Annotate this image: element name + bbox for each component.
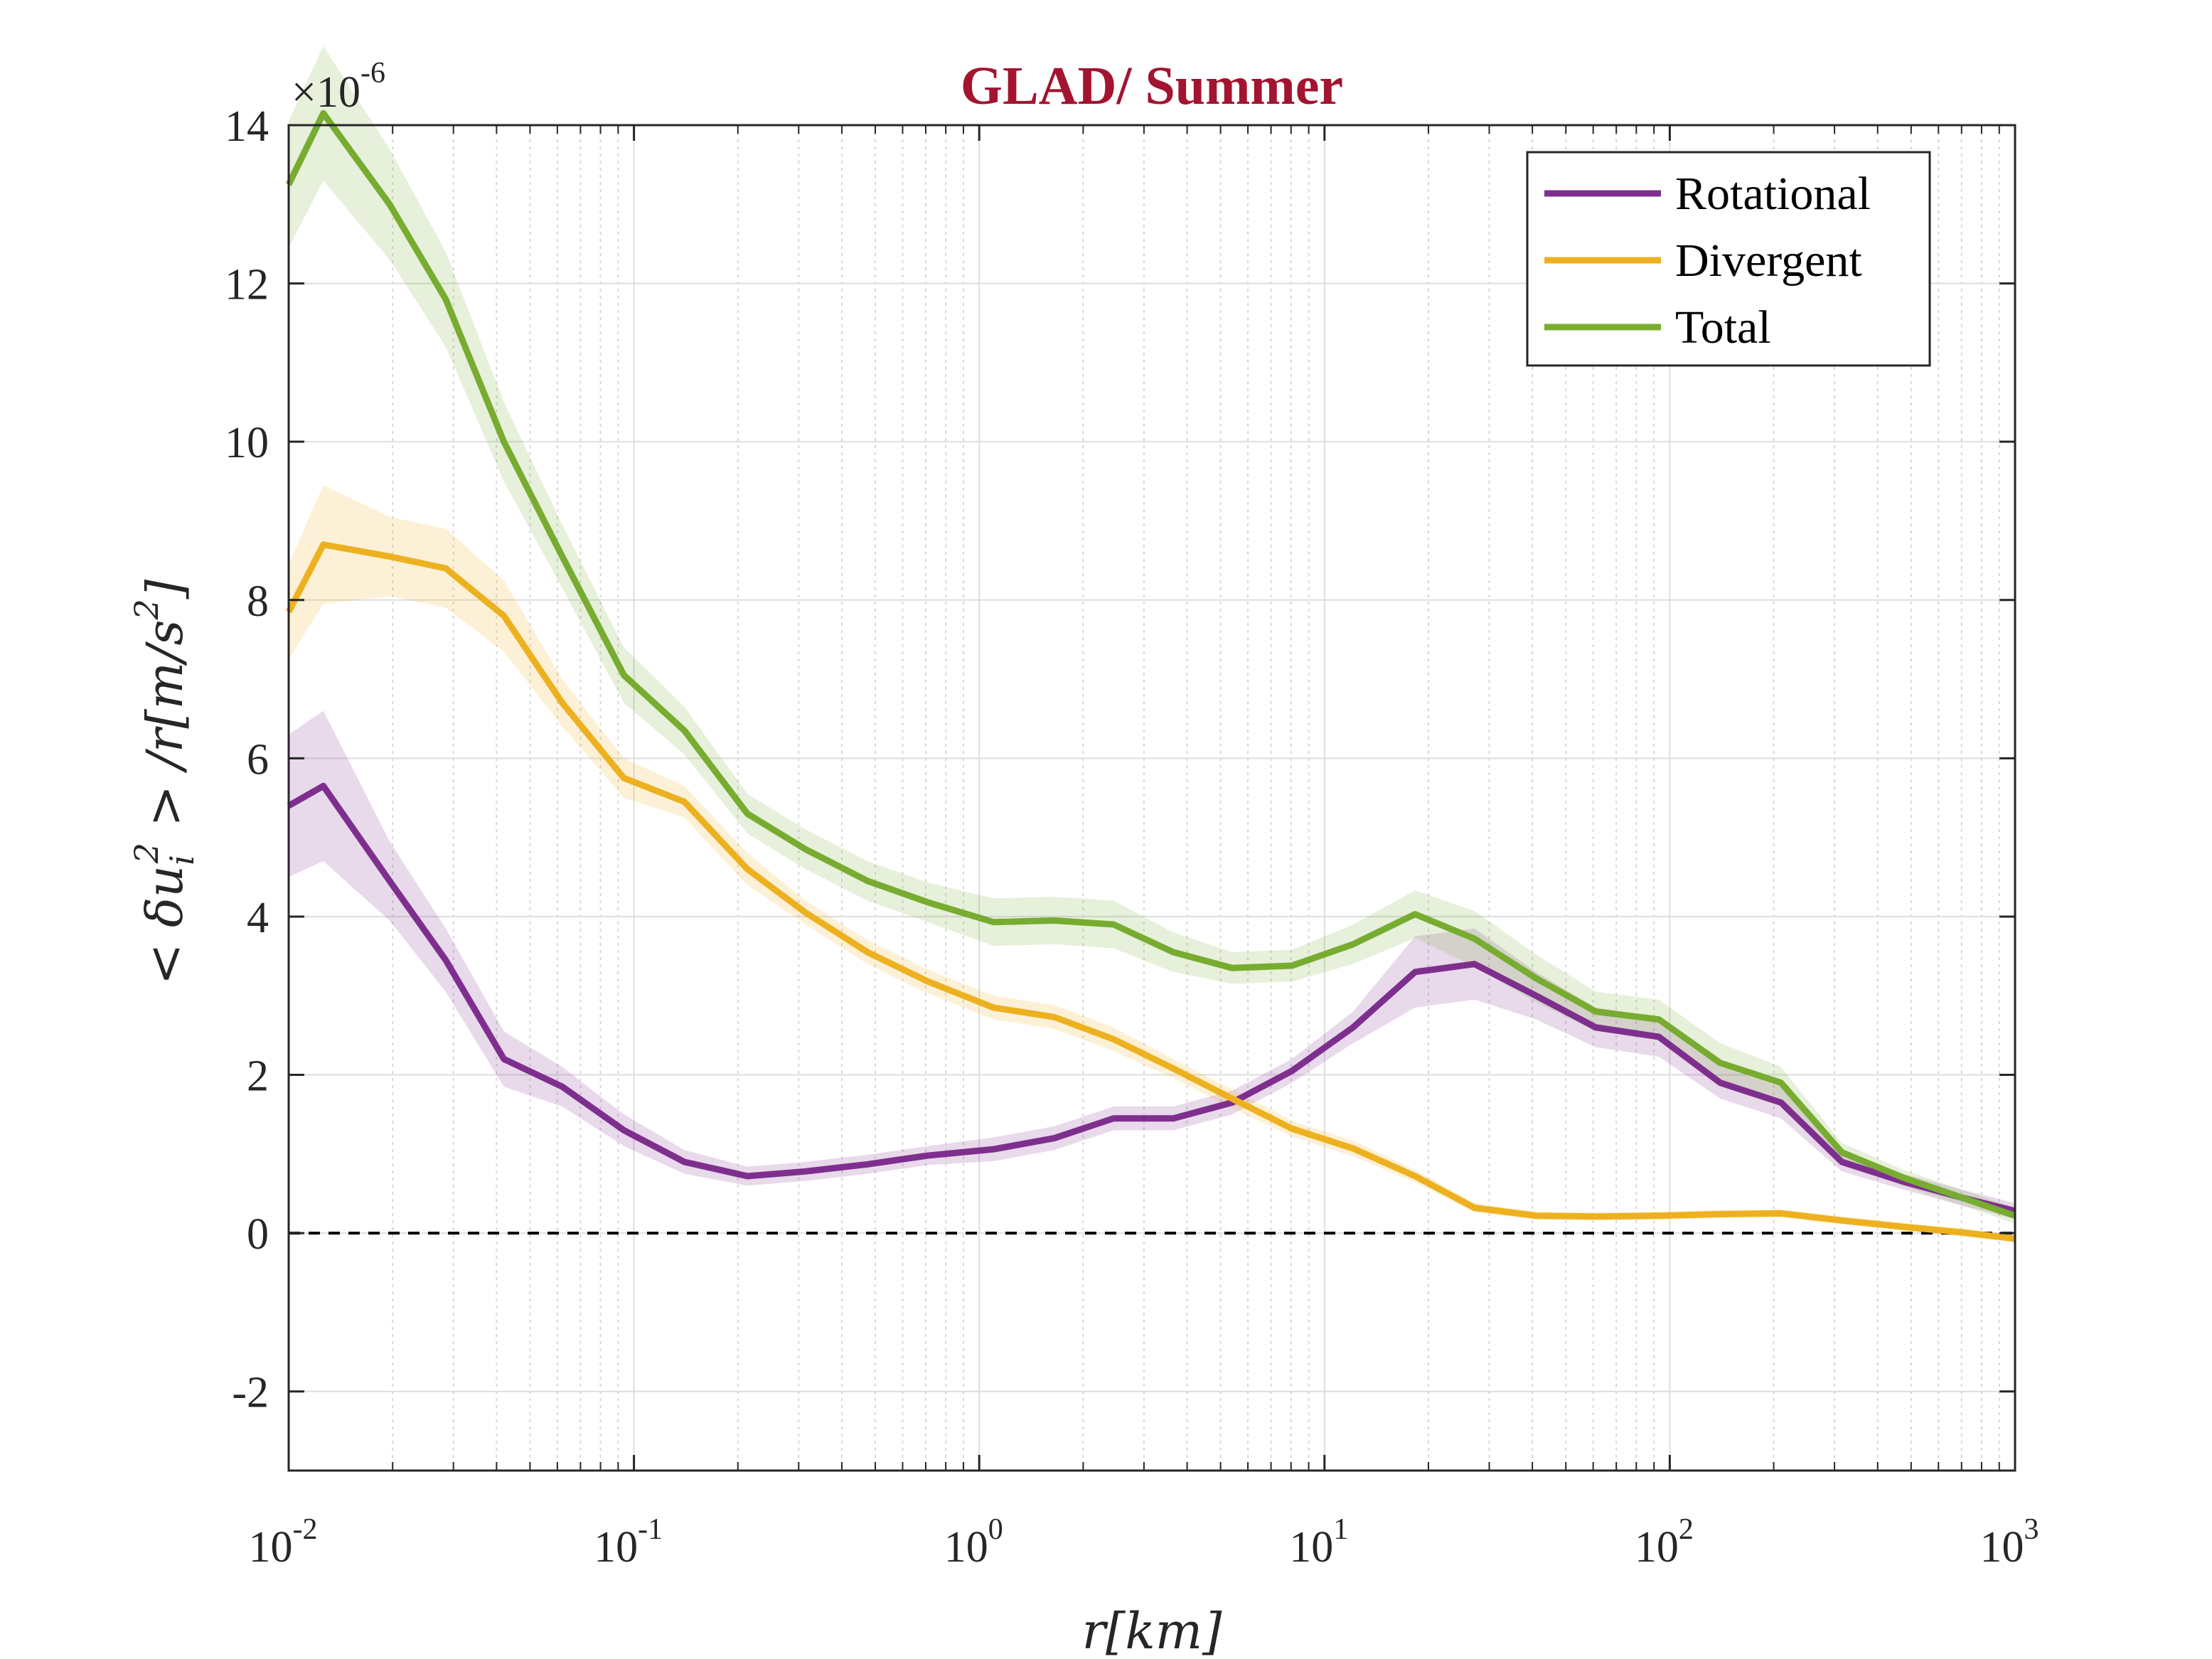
x-tick-base: 10 — [944, 1523, 988, 1572]
y-tick-label: 2 — [247, 1052, 269, 1101]
y-multiplier-exponent: -6 — [360, 57, 385, 90]
x-tick-exponent: -2 — [293, 1513, 318, 1546]
x-tick-exponent: 0 — [988, 1513, 1003, 1546]
x-tick-base: 10 — [594, 1523, 638, 1572]
x-axis-label: r[km] — [1082, 1602, 1223, 1659]
x-tick-base: 10 — [249, 1523, 293, 1572]
legend-label-total: Total — [1675, 302, 1771, 353]
legend: Rotational Divergent Total — [1526, 151, 1931, 367]
axis-ticks — [287, 124, 2016, 1471]
x-tick-exponent: 3 — [2024, 1513, 2039, 1546]
y-tick-label: -2 — [232, 1369, 269, 1417]
y-tick-label: 10 — [225, 419, 269, 467]
y-label-sub: i — [163, 855, 201, 865]
series-line-rotational — [287, 782, 2016, 1215]
x-tick-base: 10 — [1289, 1523, 1333, 1572]
x-tick-exponent: -1 — [638, 1513, 663, 1546]
legend-label-rotational: Rotational — [1675, 168, 1871, 220]
y-multiplier: ×10-6 — [292, 57, 385, 117]
legend-label-divergent: Divergent — [1675, 235, 1862, 287]
y-axis-label: < δui2 > /r[m/s2] — [127, 579, 201, 985]
x-tick-label: 101 — [1289, 1513, 1348, 1572]
y-label-post: > /r[m/s — [136, 620, 194, 843]
y-label-pre: < δu — [136, 865, 194, 985]
y-multiplier-base: ×10 — [292, 68, 360, 117]
x-tick-label: 10-2 — [249, 1513, 318, 1572]
y-tick-label: 8 — [247, 577, 269, 626]
x-tick-base: 10 — [1980, 1523, 2024, 1572]
x-tick-label: 100 — [944, 1513, 1003, 1572]
x-tick-exponent: 1 — [1333, 1513, 1348, 1546]
x-tick-label: 102 — [1635, 1513, 1694, 1572]
x-tick-labels: 10-2 10-1 100 101 102 103 — [249, 1513, 2039, 1572]
series-lines — [285, 110, 2016, 1242]
y-label-close: ] — [136, 579, 194, 599]
y-label-sup: 2 — [127, 843, 166, 864]
band-divergent — [289, 485, 2015, 1243]
series-line-total — [285, 110, 2016, 1219]
y-tick-label: 14 — [225, 102, 269, 151]
x-tick-base: 10 — [1635, 1523, 1679, 1572]
x-tick-label: 103 — [1980, 1513, 2039, 1572]
plot-frame — [287, 124, 2016, 1472]
x-tick-exponent: 2 — [1679, 1513, 1694, 1546]
y-tick-label: 6 — [247, 735, 269, 784]
y-tick-label: 4 — [247, 894, 269, 942]
series-line-divergent — [285, 541, 2016, 1242]
y-tick-label: 0 — [247, 1210, 269, 1259]
chart-title: GLAD/ Summer — [961, 56, 1343, 116]
y-tick-label: 12 — [225, 261, 269, 309]
x-tick-label: 10-1 — [594, 1513, 663, 1572]
y-label-sup2: 2 — [127, 599, 166, 620]
y-tick-labels: -2 0 2 4 6 8 10 12 14 — [225, 102, 269, 1417]
